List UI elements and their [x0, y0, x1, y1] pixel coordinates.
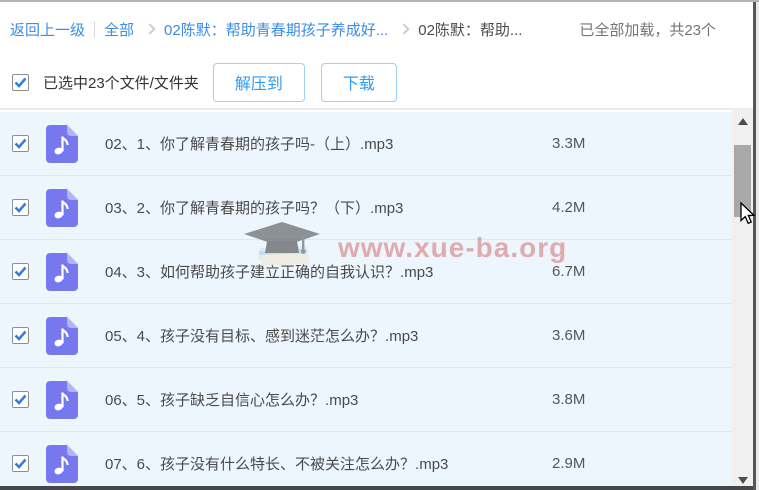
file-size: 3.3M [552, 135, 586, 152]
triangle-up-icon [737, 117, 748, 125]
file-name[interactable]: 03、2、你了解青春期的孩子吗？（下）.mp3 [105, 200, 404, 217]
file-name[interactable]: 04、3、如何帮助孩子建立正确的自我认识？.mp3 [105, 264, 434, 281]
scroll-down-button[interactable] [732, 468, 753, 490]
file-name[interactable]: 02、1、你了解青春期的孩子吗-（上）.mp3 [105, 136, 394, 153]
download-button[interactable]: 下载 [320, 62, 397, 102]
scroll-up-button[interactable] [732, 109, 753, 133]
check-icon [14, 266, 27, 277]
file-row[interactable]: 04、3、如何帮助孩子建立正确的自我认识？.mp3 6.7M [0, 240, 752, 304]
load-status-text: 已全部加载，共23个 [579, 21, 716, 39]
file-row[interactable]: 03、2、你了解青春期的孩子吗？（下）.mp3 4.2M [0, 176, 752, 240]
music-file-icon [46, 380, 78, 419]
window-right-border [753, 2, 759, 490]
vertical-scrollbar[interactable] [732, 109, 753, 490]
file-row[interactable]: 07、6、孩子没有什么特长、不被关注怎么办？.mp3 2.9M [0, 432, 752, 490]
music-file-icon [46, 188, 78, 227]
file-size: 3.8M [552, 391, 586, 408]
breadcrumb-item-all[interactable]: 全部 [104, 21, 135, 39]
check-icon [14, 202, 27, 213]
check-icon [14, 458, 27, 469]
scrollbar-thumb[interactable] [734, 145, 751, 217]
file-name[interactable]: 07、6、孩子没有什么特长、不被关注怎么办？.mp3 [105, 456, 449, 473]
file-size: 3.6M [552, 327, 586, 344]
file-size: 4.2M [552, 199, 586, 216]
triangle-down-icon [737, 476, 748, 484]
selection-toolbar: 已选中23个文件/文件夹 解压到 下载 [0, 56, 752, 110]
breadcrumb-current-item: 02陈默：帮助... [418, 21, 523, 39]
file-name[interactable]: 06、5、孩子缺乏自信心怎么办？.mp3 [105, 392, 359, 409]
window-bottom-edge [0, 486, 753, 490]
extract-to-button[interactable]: 解压到 [212, 62, 305, 102]
music-file-icon [46, 124, 78, 163]
select-all-checkbox[interactable] [12, 73, 29, 91]
music-file-icon [46, 444, 78, 483]
file-size: 6.7M [552, 263, 586, 280]
file-checkbox[interactable] [12, 455, 29, 472]
music-file-icon [46, 252, 78, 291]
breadcrumb-item-folder[interactable]: 02陈默：帮助青春期孩子养成好... [164, 21, 389, 39]
file-name[interactable]: 05、4、孩子没有目标、感到迷茫怎么办？.mp3 [105, 328, 419, 345]
file-list: 02、1、你了解青春期的孩子吗-（上）.mp3 3.3M 03、2、你了解青春期… [0, 112, 752, 490]
file-size: 2.9M [552, 455, 586, 472]
chevron-right-icon [144, 23, 156, 35]
check-icon [14, 77, 27, 88]
file-row[interactable]: 06、5、孩子缺乏自信心怎么办？.mp3 3.8M [0, 368, 752, 432]
music-file-icon [46, 316, 78, 355]
chevron-right-icon [398, 23, 410, 35]
check-icon [14, 138, 27, 149]
file-checkbox[interactable] [12, 263, 29, 280]
check-icon [14, 394, 27, 405]
file-row[interactable]: 02、1、你了解青春期的孩子吗-（上）.mp3 3.3M [0, 112, 752, 176]
file-row[interactable]: 05、4、孩子没有目标、感到迷茫怎么办？.mp3 3.6M [0, 304, 752, 368]
file-checkbox[interactable] [12, 135, 29, 152]
selection-count-label: 已选中23个文件/文件夹 [43, 74, 199, 92]
breadcrumb: 返回上一级 全部 02陈默：帮助青春期孩子养成好... 02陈默：帮助... 已… [0, 2, 752, 56]
back-link[interactable]: 返回上一级 [10, 21, 86, 39]
file-checkbox[interactable] [12, 199, 29, 216]
breadcrumb-divider [94, 20, 96, 38]
check-icon [14, 330, 27, 341]
file-checkbox[interactable] [12, 327, 29, 344]
file-checkbox[interactable] [12, 391, 29, 408]
